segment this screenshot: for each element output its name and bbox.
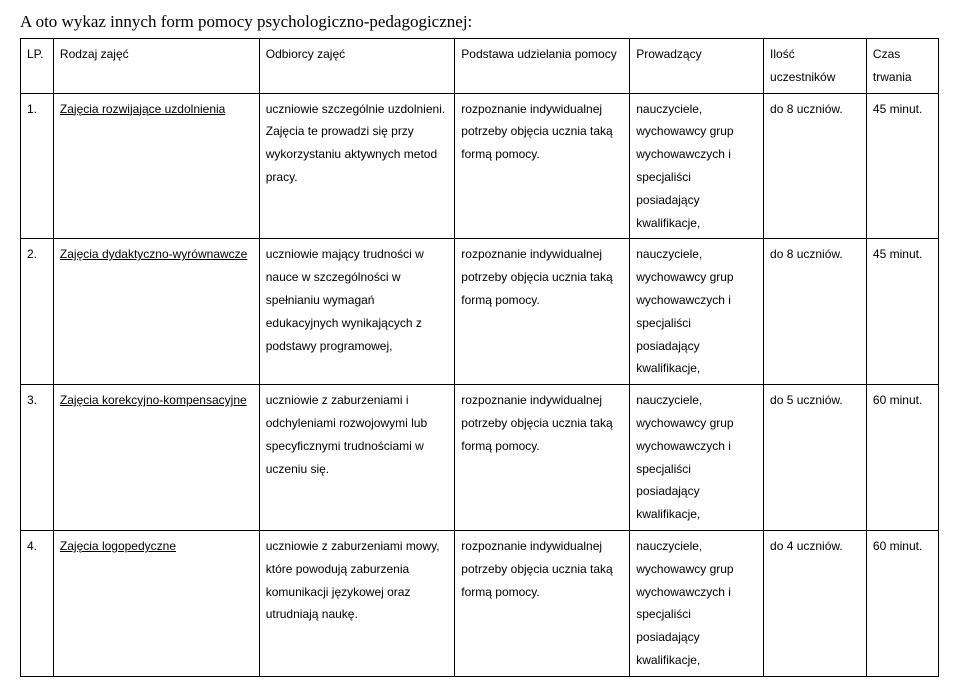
- cell-odbiorcy: uczniowie z zaburzeniami i odchyleniami …: [259, 385, 455, 531]
- col-czas: Czas trwania: [866, 39, 938, 94]
- table-header-row: LP. Rodzaj zajęć Odbiorcy zajęć Podstawa…: [21, 39, 939, 94]
- page-heading: A oto wykaz innych form pomocy psycholog…: [20, 12, 939, 32]
- forms-table: LP. Rodzaj zajęć Odbiorcy zajęć Podstawa…: [20, 38, 939, 677]
- cell-odbiorcy: uczniowie mający trudności w nauce w szc…: [259, 239, 455, 385]
- col-ilosc: Ilość uczestników: [764, 39, 867, 94]
- table-row: 1.Zajęcia rozwijające uzdolnieniauczniow…: [21, 93, 939, 239]
- cell-czas: 45 minut.: [866, 239, 938, 385]
- cell-lp: 3.: [21, 385, 54, 531]
- cell-ilosc: do 8 uczniów.: [764, 239, 867, 385]
- col-odbiorcy: Odbiorcy zajęć: [259, 39, 455, 94]
- cell-czas: 60 minut.: [866, 385, 938, 531]
- table-row: 4.Zajęcia logopedyczneuczniowie z zaburz…: [21, 530, 939, 676]
- cell-czas: 60 minut.: [866, 530, 938, 676]
- cell-podstawa: rozpoznanie indywidualnej potrzeby objęc…: [455, 385, 630, 531]
- cell-prowadzacy: nauczyciele, wychowawcy grup wychowawczy…: [630, 93, 764, 239]
- cell-lp: 2.: [21, 239, 54, 385]
- cell-prowadzacy: nauczyciele, wychowawcy grup wychowawczy…: [630, 385, 764, 531]
- cell-rodzaj: Zajęcia rozwijające uzdolnienia: [53, 93, 259, 239]
- cell-odbiorcy: uczniowie szczególnie uzdolnieni. Zajęci…: [259, 93, 455, 239]
- cell-prowadzacy: nauczyciele, wychowawcy grup wychowawczy…: [630, 530, 764, 676]
- cell-prowadzacy: nauczyciele, wychowawcy grup wychowawczy…: [630, 239, 764, 385]
- cell-rodzaj: Zajęcia logopedyczne: [53, 530, 259, 676]
- col-lp: LP.: [21, 39, 54, 94]
- cell-rodzaj: Zajęcia dydaktyczno-wyrównawcze: [53, 239, 259, 385]
- col-prowadzacy: Prowadzący: [630, 39, 764, 94]
- cell-rodzaj: Zajęcia korekcyjno-kompensacyjne: [53, 385, 259, 531]
- cell-ilosc: do 8 uczniów.: [764, 93, 867, 239]
- table-body: 1.Zajęcia rozwijające uzdolnieniauczniow…: [21, 93, 939, 676]
- cell-podstawa: rozpoznanie indywidualnej potrzeby objęc…: [455, 239, 630, 385]
- cell-lp: 4.: [21, 530, 54, 676]
- cell-podstawa: rozpoznanie indywidualnej potrzeby objęc…: [455, 530, 630, 676]
- cell-ilosc: do 5 uczniów.: [764, 385, 867, 531]
- cell-czas: 45 minut.: [866, 93, 938, 239]
- cell-podstawa: rozpoznanie indywidualnej potrzeby objęc…: [455, 93, 630, 239]
- col-rodzaj: Rodzaj zajęć: [53, 39, 259, 94]
- col-podstawa: Podstawa udzielania pomocy: [455, 39, 630, 94]
- cell-ilosc: do 4 uczniów.: [764, 530, 867, 676]
- cell-odbiorcy: uczniowie z zaburzeniami mowy, które pow…: [259, 530, 455, 676]
- table-row: 3.Zajęcia korekcyjno-kompensacyjneucznio…: [21, 385, 939, 531]
- cell-lp: 1.: [21, 93, 54, 239]
- table-row: 2.Zajęcia dydaktyczno-wyrównawczeuczniow…: [21, 239, 939, 385]
